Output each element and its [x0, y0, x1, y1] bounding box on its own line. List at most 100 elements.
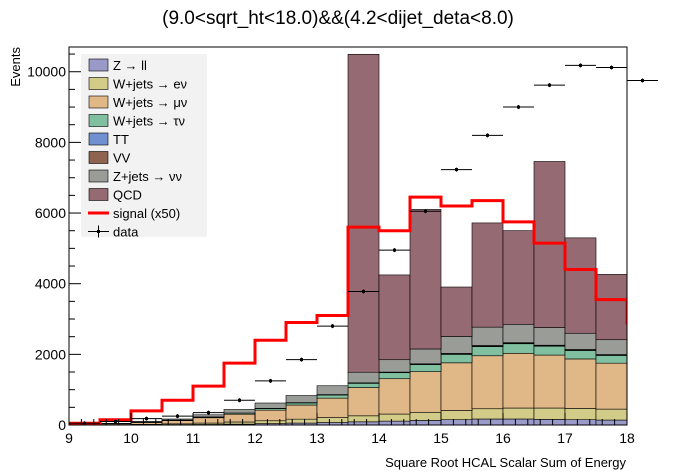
legend-label: VV: [113, 151, 131, 166]
legend-swatch: [88, 77, 109, 90]
x-tick-label: 10: [123, 430, 139, 446]
data-point: [362, 289, 365, 293]
stack-bar: [409, 364, 442, 372]
stack-bar: [316, 417, 349, 423]
data-point: [517, 105, 520, 109]
data-point: [455, 168, 458, 172]
x-tick-label: 15: [433, 430, 449, 446]
data-point: [548, 83, 551, 87]
stack-bar: [440, 286, 473, 337]
data-point: [145, 417, 148, 421]
data-point: [610, 65, 613, 69]
stack-bar: [161, 418, 194, 421]
data-point: [238, 398, 241, 402]
stack-bar: [502, 418, 535, 425]
data-point: [114, 419, 117, 423]
stack-bar: [595, 419, 627, 425]
stack-bar: [316, 394, 349, 399]
x-tick-label: 9: [65, 430, 73, 446]
stack-bar: [595, 362, 627, 410]
stack-bar: [223, 409, 256, 414]
legend-swatch: [88, 58, 109, 72]
data-point: [579, 63, 582, 67]
stack-bar: [192, 417, 225, 424]
stack-bar: [409, 209, 442, 350]
y-tick-label: 8000: [35, 134, 66, 150]
stack-bar: [564, 358, 597, 409]
stack-bar: [285, 402, 318, 406]
legend-swatch: [88, 114, 109, 127]
legend-item: Z → ll: [88, 58, 147, 73]
legend-swatch: [88, 151, 109, 164]
data-point: [641, 79, 644, 83]
legend-label: Z+jets → νν: [113, 169, 182, 184]
stack-bar: [564, 350, 597, 360]
stack-bar: [502, 352, 535, 409]
stack-bar: [471, 408, 504, 420]
stack-bar: [223, 413, 256, 423]
stack-bar: [471, 222, 504, 328]
legend-label: Z → ll: [113, 58, 147, 73]
legend-item: data: [88, 225, 139, 240]
legend-label: W+jets → τν: [113, 114, 185, 129]
stack-bar: [564, 332, 597, 350]
stack-bar: [409, 411, 442, 421]
stacked-histograms: [69, 53, 627, 425]
stack-bar: [223, 421, 256, 425]
data-points: [69, 63, 658, 426]
x-tick-label: 16: [495, 430, 511, 446]
legend-item: W+jets → eν: [88, 77, 187, 92]
data-point: [176, 414, 179, 418]
stack-bar: [471, 355, 504, 410]
x-tick-label: 11: [186, 430, 201, 446]
legend-label: signal (x50): [113, 206, 180, 221]
legend: Z → ll W+jets → eν W+jets → μν W+jets → τν T…: [81, 54, 207, 240]
stack-bar: [316, 385, 349, 395]
stack-bar: [533, 354, 566, 409]
data-point: [393, 248, 396, 252]
stack-bar: [378, 378, 411, 415]
data-point: [331, 324, 334, 328]
stack-bar: [378, 420, 411, 425]
legend-item: W+jets → μν: [88, 95, 187, 110]
stack-bar: [533, 345, 566, 356]
stack-bar: [440, 354, 473, 364]
stack-bar: [595, 408, 627, 421]
stack-bar: [595, 274, 627, 341]
stack-2: [69, 352, 627, 425]
legend-item: signal (x50): [88, 206, 180, 221]
stack-bar: [502, 343, 535, 354]
stack-bar: [595, 339, 627, 355]
stack-bar: [502, 323, 535, 343]
legend-label: W+jets → eν: [113, 77, 187, 92]
legend-item: QCD: [88, 188, 142, 203]
signal-histogram: [69, 195, 627, 425]
legend-swatch: [88, 132, 109, 146]
data-point: [207, 411, 210, 415]
stack-bar: [378, 413, 411, 422]
data-point: [300, 358, 303, 362]
stack-bar: [254, 402, 287, 409]
legend-swatch: [88, 169, 109, 183]
data-point: [269, 379, 272, 383]
stack-bar: [502, 230, 535, 325]
y-tick-label: 6000: [35, 205, 66, 221]
x-tick-label: 17: [557, 430, 573, 446]
stack-bar: [440, 419, 473, 425]
stack-bar: [254, 420, 287, 424]
stack-bar: [285, 395, 318, 403]
legend-item: Z+jets → νν: [88, 169, 182, 184]
stack-bar: [130, 421, 163, 423]
legend-label: QCD: [113, 188, 142, 203]
stack-bar: [502, 407, 535, 420]
plot-frame: [68, 46, 628, 426]
legend-label: TT: [113, 132, 129, 147]
stack-bar: [564, 419, 597, 425]
chart-title: (9.0<sqrt_ht<18.0)&&(4.2<dijet_deta<8.0): [162, 8, 514, 29]
legend-marker: [97, 230, 100, 233]
legend-item: W+jets → τν: [88, 114, 185, 129]
x-tick-label: 18: [619, 430, 635, 446]
stack-bar: [347, 383, 380, 388]
y-tick-label: 10000: [27, 64, 66, 80]
